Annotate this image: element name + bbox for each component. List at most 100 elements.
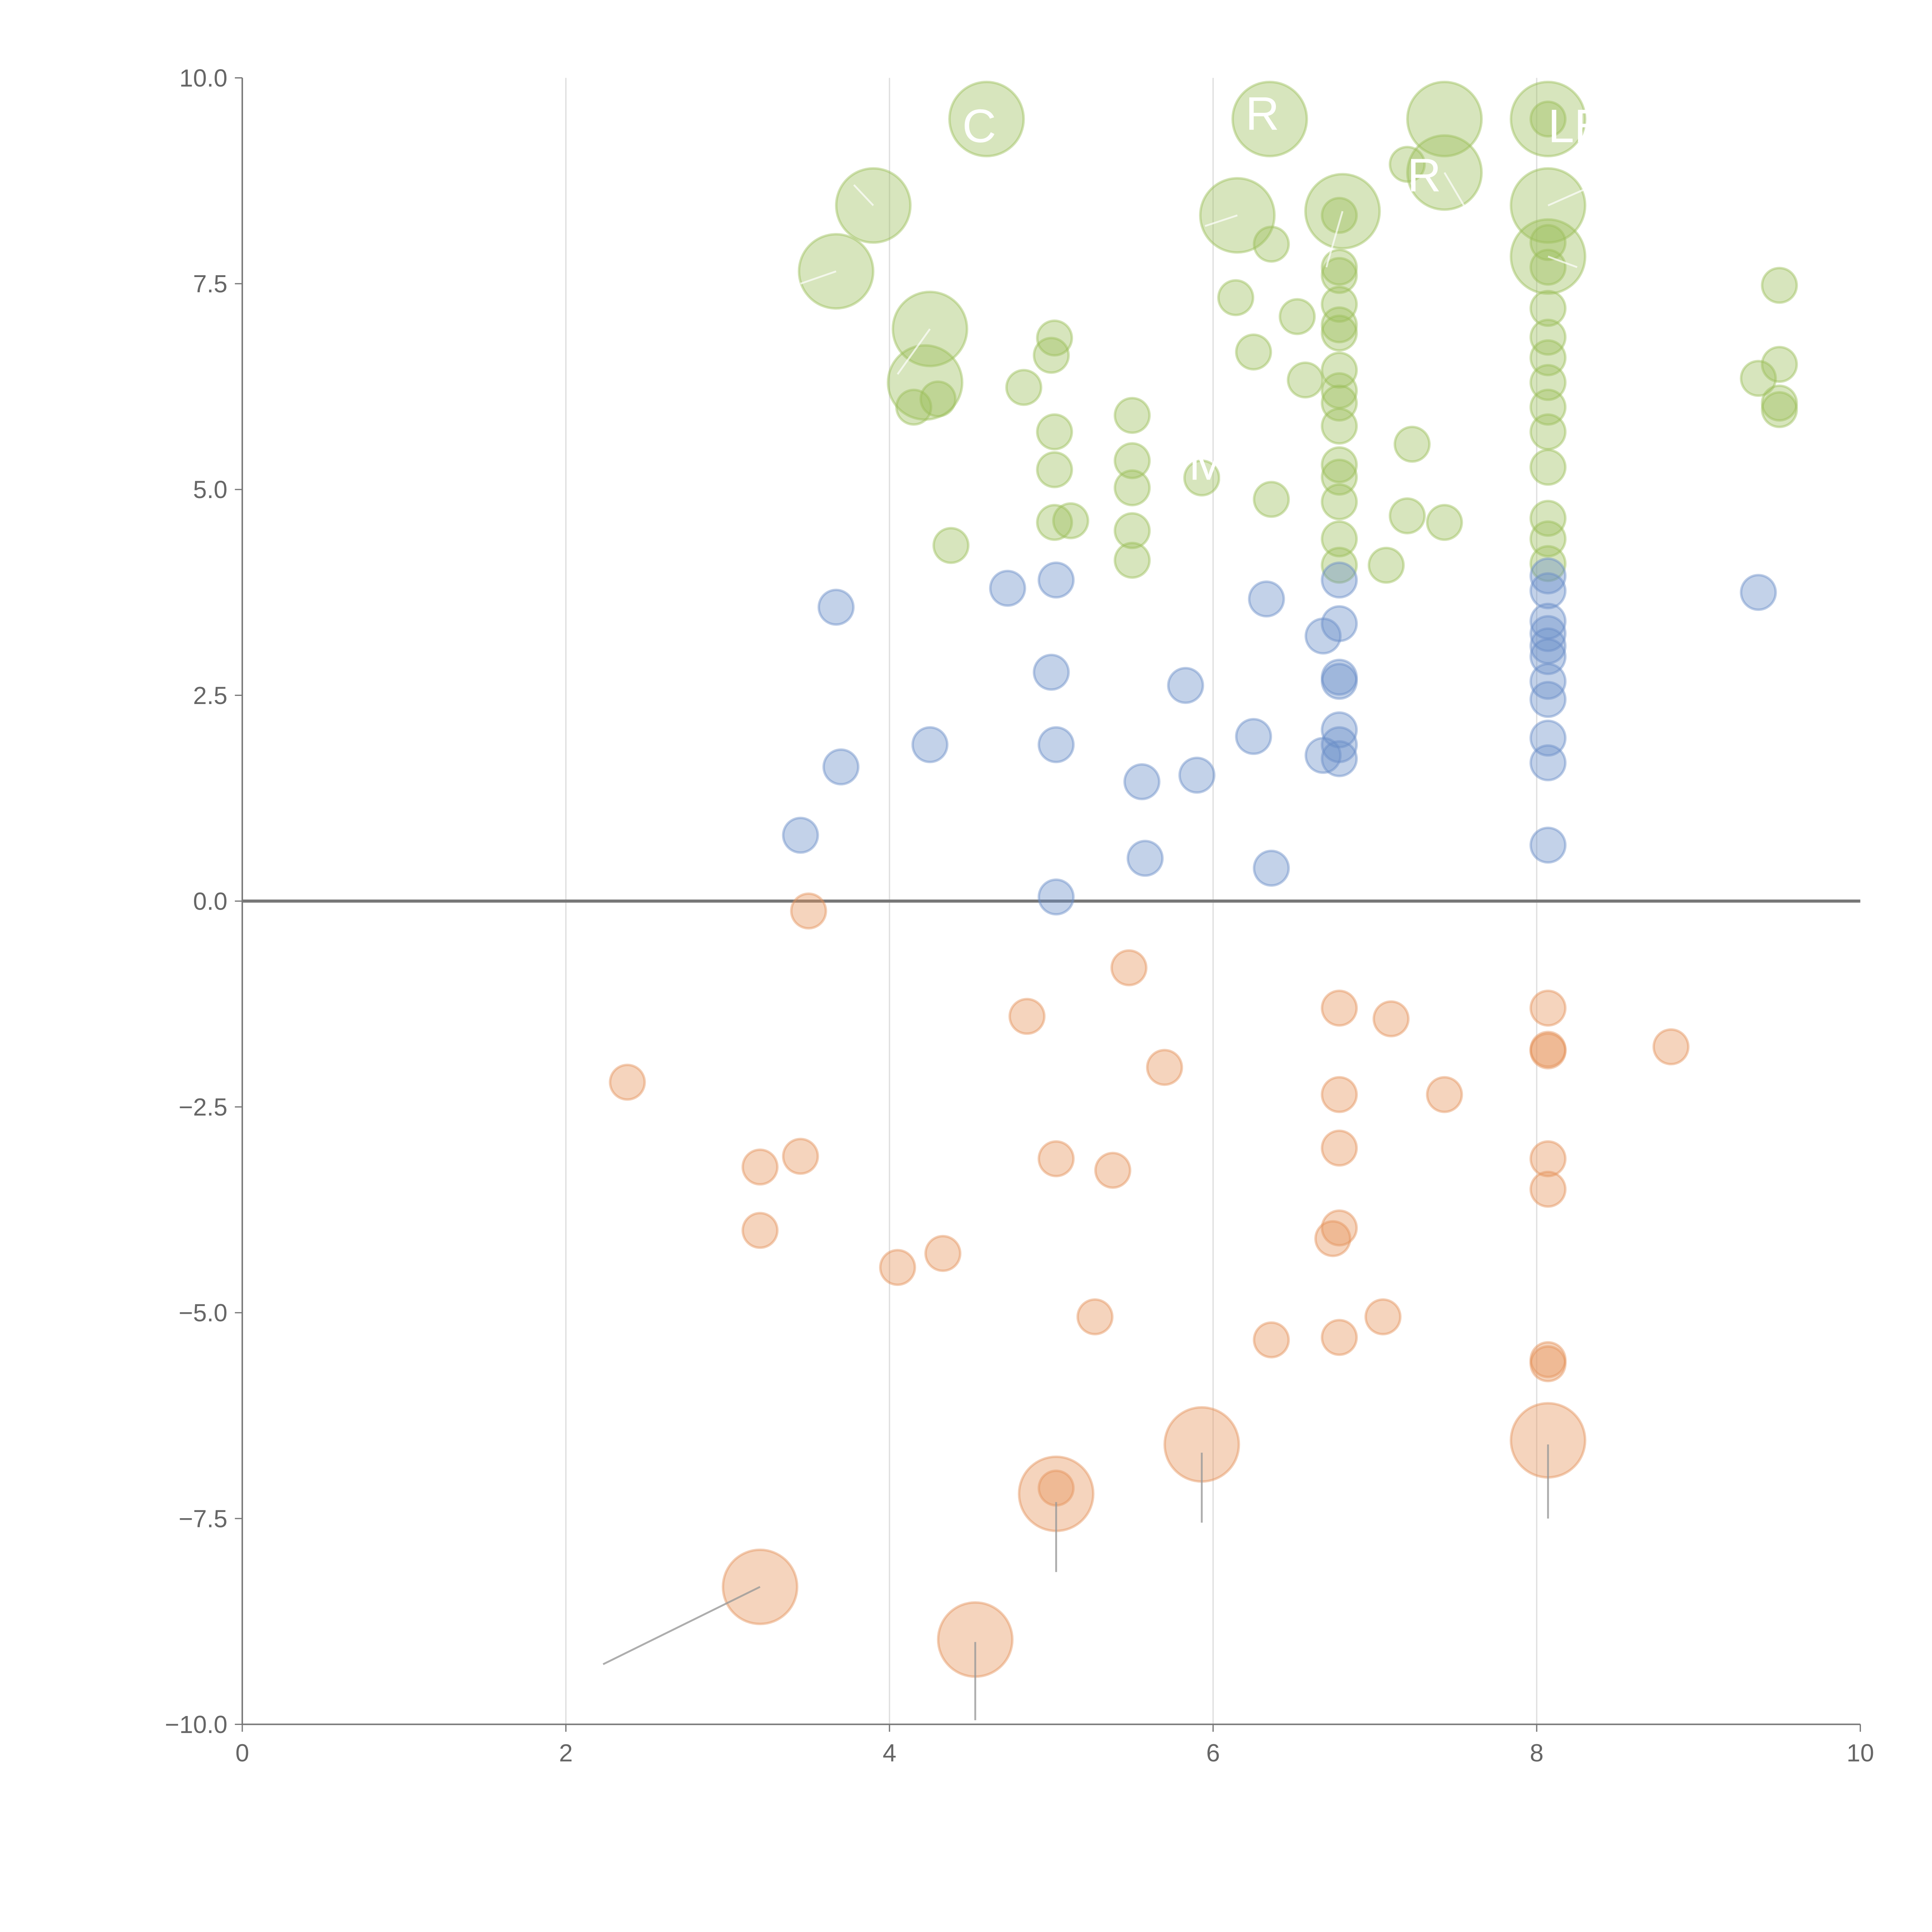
blue-point [1529,681,1567,718]
orange-point [1652,1028,1690,1066]
orange-point [1529,1031,1567,1068]
green-point [1740,360,1777,397]
blue-point [911,726,949,764]
orange-point [782,1138,819,1175]
green-point [1321,286,1358,323]
orange-point [1076,1298,1114,1335]
blue-point [1235,718,1272,755]
green-point [1279,298,1316,335]
green-point [1321,483,1358,520]
orange-point [1321,1129,1358,1167]
blue-point [1321,726,1358,764]
orange-point [1321,1076,1358,1113]
green-point [1036,504,1073,541]
orange-point [924,1235,962,1272]
green-point [1367,546,1405,584]
green-point [1529,413,1567,451]
green-point [1529,339,1567,376]
blue-point [1178,757,1216,794]
y-tick-label: 7.5 [193,270,228,298]
leader-line [602,1586,761,1665]
leader-line [1548,255,1578,268]
x-tick-label: 8 [1530,1739,1544,1767]
green-point [1510,80,1587,158]
x-tick-label: 2 [559,1739,573,1767]
y-tick-label: 10.0 [179,64,228,92]
point-label: R [1407,149,1441,202]
green-point [1529,318,1567,356]
orange-point [1529,1341,1567,1378]
blue-point [1248,580,1285,618]
green-point [1529,545,1567,582]
blue-point [1126,840,1164,877]
blue-point [1529,827,1567,864]
green-point [1032,337,1070,374]
annotations: C R R LE M [962,87,1605,490]
blue-point [1740,574,1777,611]
green-point [1321,384,1358,422]
green-point [1036,319,1073,357]
green-point [1321,351,1358,389]
orange-point [1529,1032,1567,1070]
blue-point [1321,711,1358,748]
orange-point [1146,1049,1183,1086]
blue-point [1037,878,1075,916]
green-point [1321,372,1358,410]
orange-point [1372,1000,1410,1037]
axes: 0 2 4 6 8 10 −10.0 −7.5 −5.0 −2.5 0.0 2.5 5.0 7.5 10.0 [165,64,1874,1767]
point-label: LE [1548,100,1605,152]
blue-point [1529,602,1567,640]
orange-point [1321,1209,1358,1247]
green-point [1235,333,1272,371]
blue-point [1529,615,1567,652]
x-tick-label: 10 [1847,1739,1874,1767]
green-point [948,80,1025,158]
green-point [1321,446,1358,483]
blue-point [822,748,860,786]
green-point [1052,502,1089,539]
orange-point [1529,1345,1567,1383]
blue-point [1529,557,1567,595]
green-point [886,344,964,421]
leader-lines [602,172,1586,1720]
green-point [1183,459,1221,497]
orange-point [609,1063,646,1101]
orange-point [742,1148,779,1186]
green-point [1529,520,1567,558]
green-point [1529,364,1567,401]
green-point [1393,425,1431,463]
orange-point [1529,990,1567,1027]
leader-line [896,328,931,375]
leader-line [853,184,874,206]
blue-point [1304,617,1342,655]
green-point [1388,497,1426,534]
y-tick-label: −10.0 [165,1711,228,1738]
green-point [1287,361,1324,399]
green-point [919,380,957,418]
point-label: R [1245,87,1279,140]
green-point [1036,413,1073,451]
blue-point [782,816,819,854]
green-point [1761,384,1798,422]
orange-point [1529,1170,1567,1208]
green-point [1217,279,1255,316]
blue-point [1321,740,1358,777]
leader-line [1548,188,1586,206]
green-point [1321,546,1358,584]
green-point [1321,315,1358,352]
green-point [1321,407,1358,445]
green-point [1114,512,1151,549]
green-point [1529,500,1567,537]
blue-point [989,570,1026,607]
green-point [1321,197,1358,234]
green-point [1114,442,1151,480]
green-point [1529,290,1567,327]
green-point [1005,369,1043,406]
point-label: C [962,100,996,152]
leader-line [1325,211,1344,268]
orange-point [1253,1321,1290,1359]
leader-line [1444,172,1465,206]
green-point [1529,100,1567,138]
orange-point [879,1249,916,1286]
